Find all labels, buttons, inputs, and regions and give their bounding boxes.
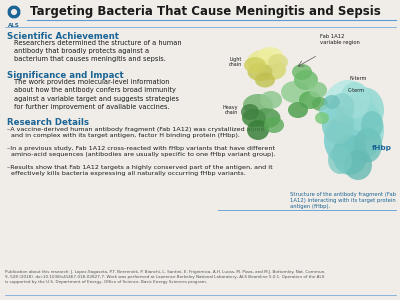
Ellipse shape	[247, 120, 269, 140]
Ellipse shape	[299, 91, 321, 109]
Text: C-term: C-term	[348, 88, 365, 92]
Text: Significance and Impact: Significance and Impact	[7, 71, 124, 80]
Text: Fab 1A12
variable region: Fab 1A12 variable region	[320, 34, 360, 45]
Text: ALS: ALS	[8, 23, 20, 28]
Ellipse shape	[320, 80, 376, 150]
Ellipse shape	[244, 57, 266, 73]
Ellipse shape	[247, 50, 279, 74]
Ellipse shape	[319, 104, 337, 120]
Text: N-term: N-term	[350, 76, 367, 80]
Text: Researchers determined the structure of a human
antibody that broadly protects a: Researchers determined the structure of …	[14, 40, 182, 62]
Text: Heavy
chain: Heavy chain	[222, 105, 238, 116]
Ellipse shape	[340, 82, 370, 118]
Ellipse shape	[258, 60, 286, 80]
Text: Publication about this research: J. Lopez-Sagaseta, P.T. Beerenink, P. Bianchi, : Publication about this research: J. Lope…	[5, 270, 326, 284]
Ellipse shape	[346, 88, 384, 133]
Ellipse shape	[292, 64, 312, 80]
Text: –In a previous study, Fab 1A12 cross-reacted with fHbp variants that have differ: –In a previous study, Fab 1A12 cross-rea…	[7, 146, 276, 158]
Text: Scientific Achievement: Scientific Achievement	[7, 32, 119, 41]
Ellipse shape	[309, 82, 327, 98]
Ellipse shape	[288, 102, 308, 118]
Ellipse shape	[241, 104, 259, 120]
Ellipse shape	[281, 81, 309, 103]
Ellipse shape	[248, 63, 272, 81]
Ellipse shape	[344, 150, 372, 180]
Ellipse shape	[324, 95, 340, 109]
Ellipse shape	[330, 93, 354, 123]
Ellipse shape	[354, 128, 382, 163]
Text: –A vaccine-derived human antibody fragment (Fab 1A12) was crystallized alone
  a: –A vaccine-derived human antibody fragme…	[7, 127, 265, 138]
Text: –Results show that Fab 1A12 targets a highly conserved part of the antigen, and : –Results show that Fab 1A12 targets a hi…	[7, 165, 273, 176]
Ellipse shape	[324, 115, 366, 165]
Ellipse shape	[260, 91, 282, 109]
Ellipse shape	[328, 146, 352, 174]
Ellipse shape	[254, 108, 280, 128]
Text: Structure of the antibody fragment (Fab
1A12) interacting with its target protei: Structure of the antibody fragment (Fab …	[290, 192, 396, 209]
Text: fHbp: fHbp	[372, 145, 392, 151]
Ellipse shape	[257, 47, 283, 65]
Text: The work provides molecular-level information
about how the antibody confers bro: The work provides molecular-level inform…	[14, 79, 179, 110]
Ellipse shape	[264, 117, 284, 133]
Text: Targeting Bacteria That Cause Meningitis and Sepsis: Targeting Bacteria That Cause Meningitis…	[30, 4, 380, 17]
Ellipse shape	[332, 135, 368, 175]
Text: Research Details: Research Details	[7, 118, 89, 127]
Ellipse shape	[315, 112, 329, 124]
Ellipse shape	[255, 73, 275, 88]
Text: Light
chain: Light chain	[229, 57, 242, 68]
Ellipse shape	[294, 70, 318, 90]
Ellipse shape	[336, 100, 384, 160]
Ellipse shape	[242, 109, 266, 127]
Ellipse shape	[243, 94, 273, 116]
Ellipse shape	[268, 54, 288, 70]
Ellipse shape	[322, 106, 354, 144]
Ellipse shape	[312, 97, 328, 111]
Ellipse shape	[361, 111, 383, 139]
